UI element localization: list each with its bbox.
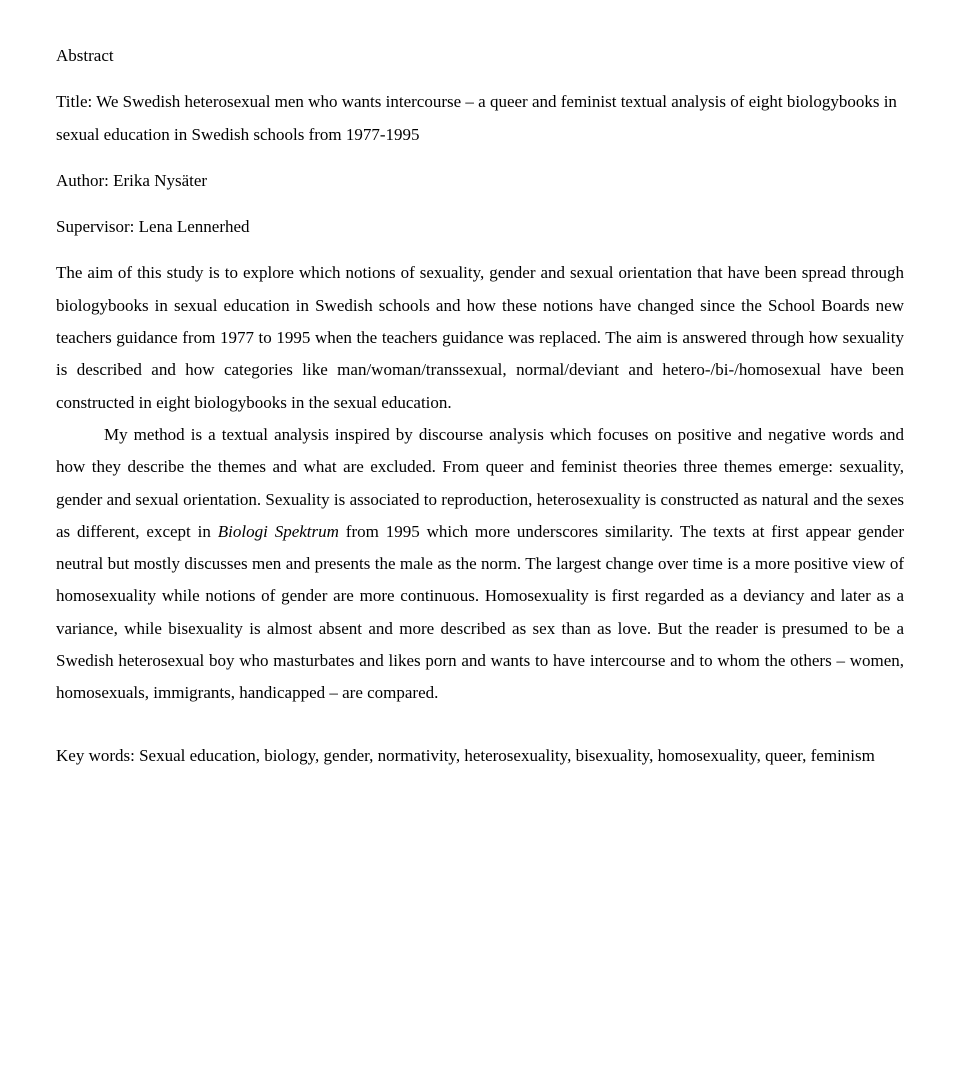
title-line: Title: We Swedish heterosexual men who w… xyxy=(56,86,904,151)
supervisor-line: Supervisor: Lena Lennerhed xyxy=(56,211,904,243)
paragraph-2-part-b: from 1995 which more underscores similar… xyxy=(56,522,904,702)
keywords-line: Key words: Sexual education, biology, ge… xyxy=(56,740,904,772)
paragraph-1: The aim of this study is to explore whic… xyxy=(56,257,904,418)
paragraph-2-italic: Biologi Spektrum xyxy=(218,522,339,541)
paragraph-2: My method is a textual analysis inspired… xyxy=(56,419,904,710)
author-line: Author: Erika Nysäter xyxy=(56,165,904,197)
abstract-heading: Abstract xyxy=(56,40,904,72)
